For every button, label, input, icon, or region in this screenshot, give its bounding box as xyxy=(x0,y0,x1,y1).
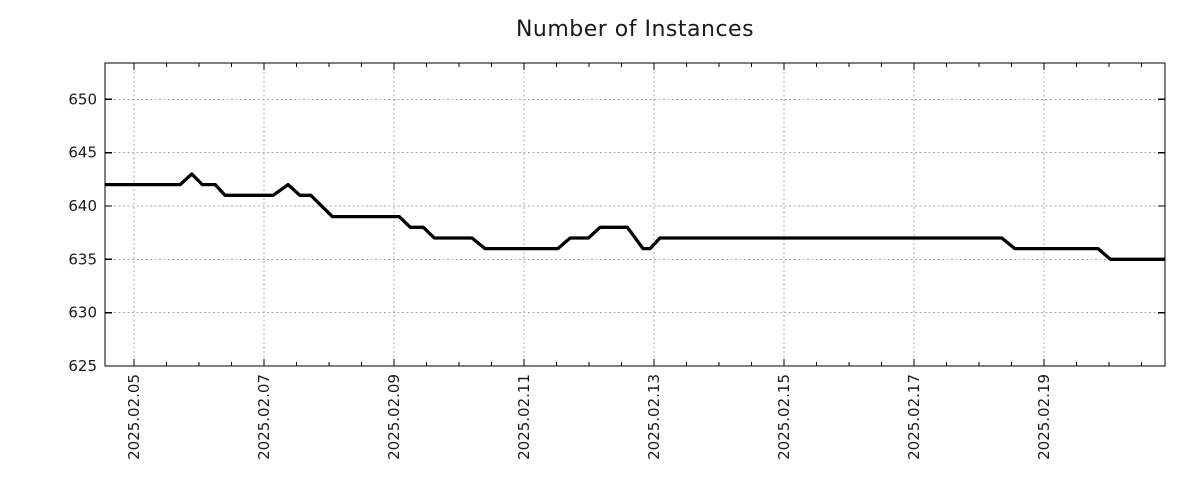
y-tick-label: 645 xyxy=(68,144,97,162)
x-tick-label: 2025.02.19 xyxy=(1035,374,1053,460)
series-line-instances xyxy=(104,172,1165,261)
x-tick-label: 2025.02.13 xyxy=(645,374,663,460)
x-tick-label: 2025.02.09 xyxy=(385,374,403,460)
y-tick-label: 635 xyxy=(68,250,97,268)
x-tick-label: 2025.02.05 xyxy=(125,374,143,460)
y-tick-label: 625 xyxy=(68,357,97,375)
plot-border xyxy=(104,62,1166,367)
y-tick-label: 640 xyxy=(68,197,97,215)
y-tick-label: 650 xyxy=(68,90,97,108)
x-tick-label: 2025.02.17 xyxy=(905,374,923,460)
x-tick-label: 2025.02.15 xyxy=(775,374,793,460)
x-tick-label: 2025.02.11 xyxy=(515,374,533,460)
y-tick-label: 630 xyxy=(68,304,97,322)
chart-title: Number of Instances xyxy=(515,17,755,42)
x-tick-label: 2025.02.07 xyxy=(255,374,273,460)
